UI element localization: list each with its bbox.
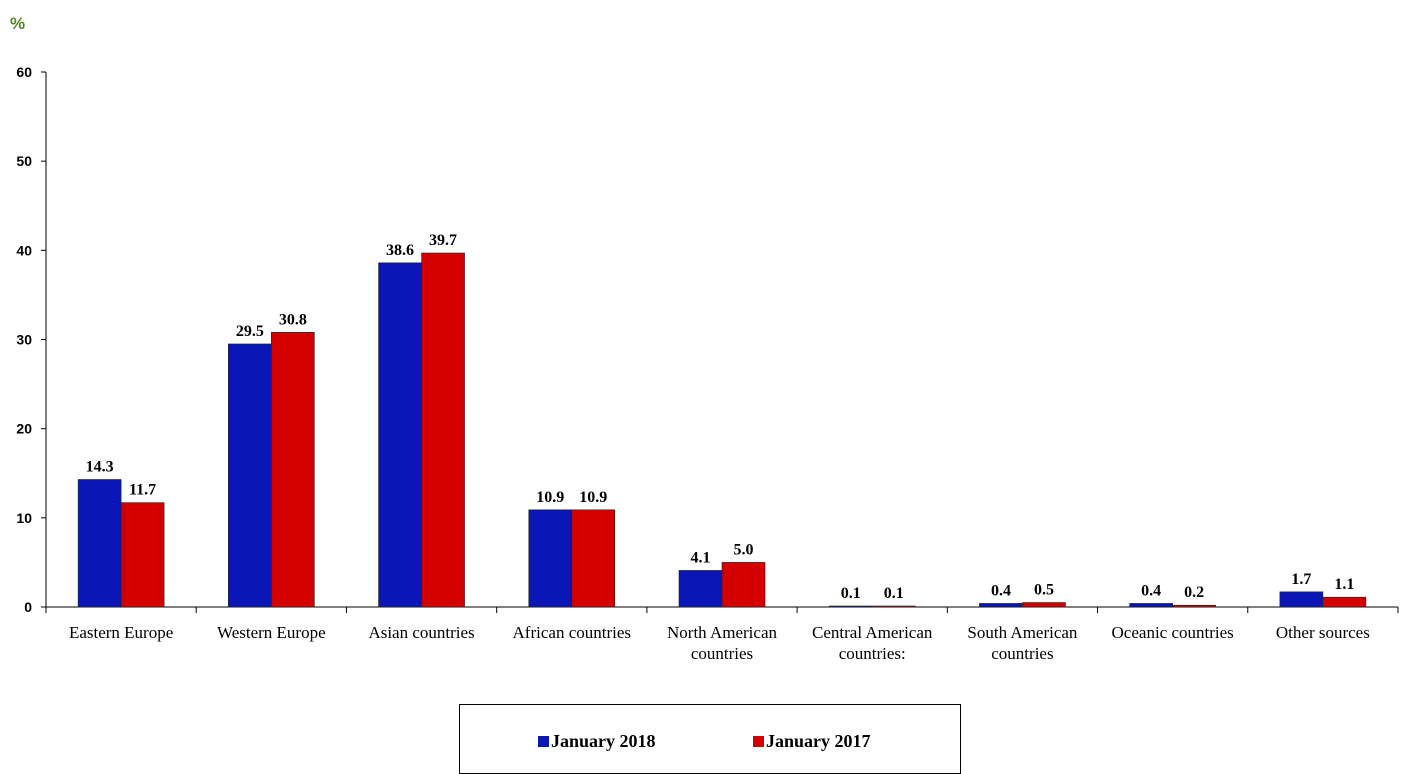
data-label: 30.8 <box>279 311 307 328</box>
y-tick-label: 10 <box>16 510 32 526</box>
bar-jan-2017 <box>1022 602 1066 608</box>
x-category-label: African countries <box>513 623 631 642</box>
bar-jan-2017 <box>871 605 916 608</box>
x-category-label: Eastern Europe <box>69 623 173 642</box>
legend-label-january-2017: January 2017 <box>766 731 871 751</box>
legend-label-january-2018: January 2018 <box>551 731 656 751</box>
bar-jan-2018 <box>77 479 122 608</box>
legend-swatch-january-2017 <box>753 736 764 747</box>
data-label: 1.1 <box>1334 576 1354 593</box>
data-label: 5.0 <box>734 541 754 558</box>
bar-jan-2017 <box>721 562 766 608</box>
y-tick-label: 20 <box>16 421 32 437</box>
x-category-label: Other sources <box>1276 623 1370 642</box>
bar-jan-2017 <box>1322 596 1367 608</box>
data-label: 0.2 <box>1184 584 1204 601</box>
bar-jan-2017 <box>271 332 315 608</box>
data-label: 4.1 <box>691 549 711 566</box>
bar-jan-2018 <box>1279 591 1324 608</box>
legend-swatch-january-2018 <box>538 736 549 747</box>
legend: January 2018 January 2017 <box>459 704 961 774</box>
bar-jan-2018 <box>828 605 873 608</box>
bar-chart: 0 10 20 30 40 50 60 14.3 11.7 Eastern Europe 29.5 3… <box>16 64 1399 663</box>
y-tick-label: 30 <box>16 332 32 348</box>
data-label: 0.4 <box>1141 582 1161 599</box>
bar-jan-2017 <box>571 509 616 608</box>
data-label: 39.7 <box>429 232 457 249</box>
data-label: 10.9 <box>536 489 564 506</box>
bar-jan-2018 <box>378 262 422 608</box>
y-tick-label: 60 <box>16 64 32 80</box>
bar-jan-2018 <box>228 343 272 608</box>
data-label: 0.4 <box>991 582 1011 599</box>
data-label: 38.6 <box>386 242 414 259</box>
x-category-label: countries <box>991 644 1053 663</box>
legend-item-january-2017: January 2017 <box>753 731 871 752</box>
data-label: 1.7 <box>1291 571 1311 588</box>
data-label: 11.7 <box>129 482 156 499</box>
y-tick-label: 40 <box>16 242 32 258</box>
x-category-label: North American <box>667 623 777 642</box>
bar-jan-2018 <box>528 509 573 608</box>
x-category-label: Oceanic countries <box>1112 623 1234 642</box>
bar-jan-2017 <box>120 502 165 608</box>
bar-jan-2017 <box>421 252 465 608</box>
x-category-label: Central American <box>812 623 933 642</box>
x-category-label: South American <box>967 623 1078 642</box>
x-category-label: Asian countries <box>368 623 474 642</box>
bar-jan-2018 <box>979 603 1023 608</box>
x-category-label: countries <box>691 644 753 663</box>
data-label: 29.5 <box>236 323 264 340</box>
data-label: 0.5 <box>1034 582 1054 599</box>
x-category-label: Western Europe <box>217 623 326 642</box>
data-label: 0.1 <box>841 585 861 602</box>
y-tick-label: 50 <box>16 153 32 169</box>
y-unit-label: % <box>10 14 26 33</box>
data-label: 14.3 <box>86 458 114 475</box>
data-label: 0.1 <box>884 585 904 602</box>
x-category-label: countries: <box>839 644 906 663</box>
y-tick-label: 0 <box>24 599 32 615</box>
bar-jan-2017 <box>1172 604 1216 608</box>
bar-jan-2018 <box>678 570 723 608</box>
data-label: 10.9 <box>579 489 607 506</box>
legend-item-january-2018: January 2018 <box>538 731 656 752</box>
bar-jan-2018 <box>1129 603 1173 608</box>
